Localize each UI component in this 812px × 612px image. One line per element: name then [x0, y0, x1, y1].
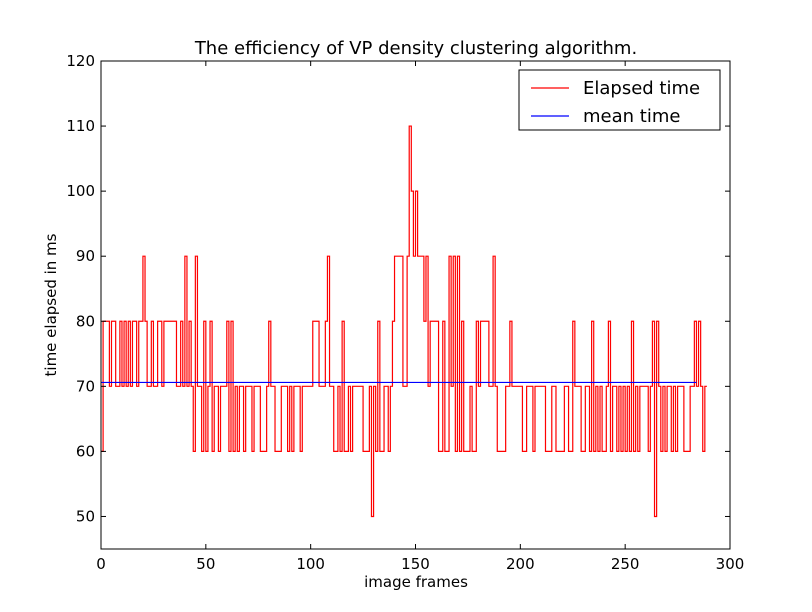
legend: Elapsed time mean time: [518, 69, 721, 131]
legend-box: [518, 69, 721, 131]
y-tick-label: 110: [66, 117, 95, 135]
y-tick-label: 60: [76, 442, 95, 460]
x-tick-label: 150: [401, 555, 430, 573]
y-tick-label: 50: [76, 507, 95, 525]
plot-area: 0 50 100 150 200 250 300 50 60 70 80 90 100 110 120: [66, 52, 744, 573]
x-tick-label: 300: [716, 555, 745, 573]
y-axis-label: time elapsed in ms: [42, 233, 60, 376]
x-tick-label: 250: [611, 555, 640, 573]
x-tick-label: 100: [296, 555, 325, 573]
x-tick-label: 200: [506, 555, 535, 573]
y-tick-label: 100: [66, 182, 95, 200]
y-tick-label: 80: [76, 312, 95, 330]
series-line-elapsed-time: [101, 125, 707, 518]
x-tick-label: 50: [196, 555, 215, 573]
legend-entry-label: Elapsed time: [583, 78, 700, 99]
x-axis-label: image frames: [364, 573, 468, 591]
y-tick-label: 70: [76, 377, 95, 395]
chart-title: The efficiency of VP density clustering …: [194, 38, 637, 59]
y-tick-label: 90: [76, 247, 95, 265]
x-tick-label: 0: [96, 555, 106, 573]
y-tick-label: 120: [66, 52, 95, 70]
legend-entry-label: mean time: [583, 106, 680, 127]
